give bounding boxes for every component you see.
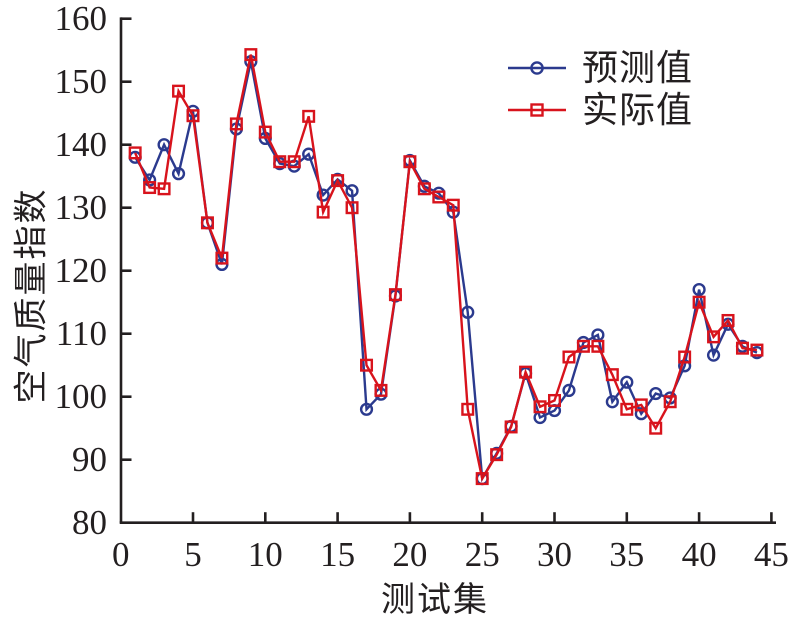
x-tick-label: 25	[465, 535, 500, 574]
x-tick-label: 30	[537, 535, 572, 574]
series-actual	[128, 48, 764, 486]
actual-point	[591, 339, 605, 353]
actual-point	[172, 84, 186, 98]
y-tick-labels: 80 90 100 110 120 130 140 150 160	[55, 0, 108, 542]
y-tick-label: 160	[55, 0, 108, 38]
actual-point	[678, 350, 692, 364]
predicted-point	[605, 395, 619, 409]
actual-point	[750, 343, 764, 357]
actual-point	[475, 472, 489, 486]
actual-point	[692, 295, 706, 309]
actual-point	[244, 48, 258, 62]
actual-point	[331, 174, 345, 188]
actual-point	[605, 368, 619, 382]
actual-point	[707, 330, 721, 344]
actual-point	[504, 420, 518, 434]
actual-point	[735, 341, 749, 355]
predicted-point	[692, 283, 706, 297]
y-tick-label: 120	[55, 251, 108, 290]
predicted-point	[562, 383, 576, 398]
series-line	[134, 54, 758, 482]
actual-point	[533, 400, 547, 414]
actual-point	[490, 448, 504, 462]
actual-point	[287, 155, 301, 169]
actual-point	[403, 155, 417, 169]
actual-point	[388, 288, 402, 302]
actual-point	[258, 125, 272, 139]
predicted-point	[706, 348, 721, 362]
actual-point	[229, 117, 243, 131]
actual-point	[360, 358, 374, 372]
y-tick-label: 140	[55, 125, 108, 164]
x-axis-title: 测试集	[381, 582, 489, 619]
actual-point	[461, 402, 475, 416]
actual-point	[143, 181, 157, 195]
actual-point	[302, 109, 316, 123]
actual-point	[157, 182, 171, 196]
predicted-point	[345, 184, 359, 198]
actual-point	[432, 190, 446, 204]
predicted-line-circle-icon	[508, 61, 566, 75]
predicted-point	[359, 402, 374, 416]
legend: 预测值 实际值	[506, 47, 693, 131]
actual-point	[519, 365, 533, 379]
x-tick-label: 40	[682, 535, 717, 574]
legend-label-predicted: 预测值	[582, 48, 694, 88]
actual-point	[186, 109, 200, 123]
actual-point	[562, 350, 576, 364]
y-tick-label: 80	[72, 503, 107, 542]
actual-point	[417, 182, 431, 196]
actual-point	[374, 383, 388, 397]
actual-line-square-icon	[508, 103, 566, 117]
predicted-point	[620, 375, 634, 389]
actual-point	[548, 393, 562, 407]
y-tick-label: 90	[72, 440, 107, 479]
actual-point	[215, 251, 229, 265]
x-tick-label: 35	[609, 535, 644, 574]
y-tick-label: 100	[55, 377, 108, 416]
predicted-point	[171, 167, 186, 181]
legend-item-actual: 实际值	[506, 89, 693, 131]
x-tick-labels: 0 5 10 15 20 25 30 35 40 45	[112, 535, 788, 574]
y-tick-label: 110	[56, 314, 107, 353]
actual-point	[649, 421, 663, 435]
x-tick-label: 45	[754, 535, 788, 574]
actual-point	[576, 339, 590, 353]
legend-label-actual: 实际值	[582, 90, 694, 130]
actual-point	[316, 205, 330, 219]
x-tick-label: 10	[248, 535, 283, 574]
actual-point	[721, 313, 735, 327]
y-tick-label: 150	[55, 62, 108, 101]
actual-point	[634, 398, 648, 412]
x-tick-label: 5	[184, 535, 202, 574]
actual-point	[200, 216, 214, 230]
y-axis-title: 空气质量指数	[13, 187, 51, 404]
legend-item-predicted: 预测值	[506, 47, 693, 89]
actual-point	[273, 155, 287, 169]
actual-point	[345, 201, 359, 215]
y-tick-label: 130	[55, 188, 108, 227]
x-tick-label: 15	[320, 535, 355, 574]
predicted-point	[461, 305, 475, 319]
predicted-point	[649, 386, 663, 401]
actual-point	[446, 198, 460, 212]
actual-point	[128, 146, 142, 160]
axes	[119, 17, 776, 525]
actual-point	[620, 402, 634, 416]
actual-point	[663, 395, 677, 409]
x-tick-label: 0	[112, 535, 130, 574]
x-tick-label: 20	[392, 535, 427, 574]
predicted-point	[316, 188, 330, 202]
